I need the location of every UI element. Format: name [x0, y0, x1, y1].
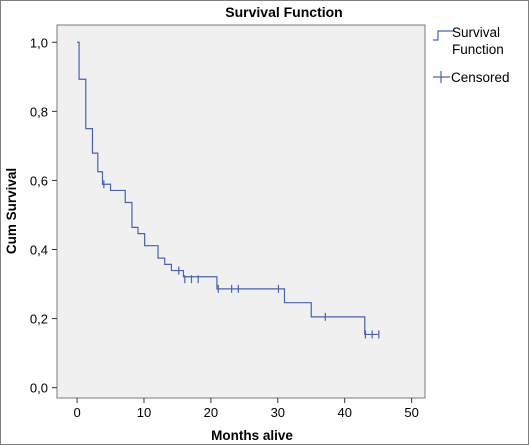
y-tick-label: 0,0 [30, 381, 48, 396]
legend-item-survival: Survival Function [433, 25, 504, 57]
x-tick-label: 20 [204, 405, 218, 420]
y-tick-label: 0,6 [30, 173, 48, 188]
legend: Survival Function Censored [433, 25, 510, 85]
y-tick-label: 0,4 [30, 242, 48, 257]
y-tick-label: 0,2 [30, 312, 48, 327]
x-tick-label: 10 [137, 405, 151, 420]
y-axis-label: Cum Survival [4, 168, 19, 254]
x-tick-label: 50 [404, 405, 418, 420]
plot-area [56, 24, 426, 399]
y-axis: 0,0 0,2 0,4 0,6 0,8 1,0 [30, 35, 57, 396]
chart-title: Survival Function [225, 4, 342, 20]
x-tick-label: 40 [337, 405, 351, 420]
survival-function-line [77, 41, 379, 336]
x-axis: 0 10 20 30 40 50 [73, 398, 419, 420]
legend-survival-label-line1: Survival [452, 25, 500, 40]
y-tick-label: 1,0 [30, 35, 48, 50]
x-tick-label: 0 [73, 405, 80, 420]
x-axis-label: Months alive [211, 428, 293, 443]
y-tick-label: 0,8 [30, 104, 48, 119]
series-layer [77, 41, 380, 339]
x-tick-label: 30 [271, 405, 285, 420]
legend-item-censored: Censored [433, 70, 510, 85]
legend-survival-swatch [433, 30, 454, 41]
legend-censored-label: Censored [451, 70, 510, 85]
legend-survival-label-line2: Function [452, 42, 504, 57]
